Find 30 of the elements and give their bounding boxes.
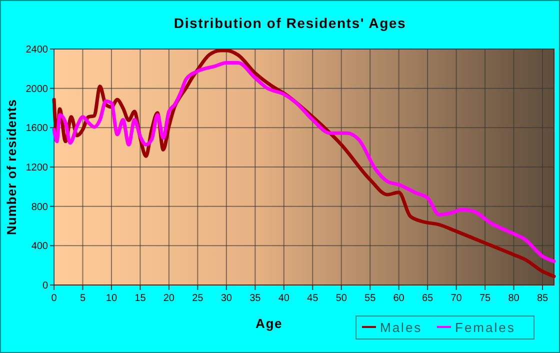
x-axis-title: Age (256, 316, 282, 331)
x-tick-label: 60 (393, 293, 405, 304)
x-tick-label: 80 (508, 293, 520, 304)
y-tick-label: 2400 (26, 44, 48, 56)
x-tick-label: 0 (51, 293, 58, 304)
x-tick-label: 10 (106, 293, 118, 304)
y-axis-title: Number of residents (4, 99, 19, 235)
x-tick-label: 45 (307, 293, 319, 304)
y-tick-label: 2000 (26, 84, 48, 95)
x-tick-label: 50 (336, 293, 348, 304)
x-tick-label: 70 (450, 293, 462, 304)
y-tick-label: 800 (31, 202, 48, 213)
x-tick-label: 55 (364, 293, 376, 304)
x-tick-label: 30 (220, 293, 232, 304)
x-tick-label: 25 (192, 293, 204, 304)
legend-label: Males (380, 320, 422, 335)
x-tick-label: 65 (422, 293, 434, 304)
y-tick-label: 400 (31, 241, 48, 252)
y-tick-label: 0 (42, 280, 48, 292)
y-tick-label: 1600 (26, 123, 48, 134)
x-tick-label: 20 (163, 293, 175, 304)
chart-title: Distribution of Residents' Ages (174, 15, 406, 31)
y-tick-label: 1200 (26, 162, 48, 174)
x-tick-label: 5 (80, 293, 86, 304)
x-tick-label: 75 (479, 293, 492, 304)
x-tick-label: 35 (250, 293, 262, 304)
x-tick-label: 85 (536, 293, 549, 304)
x-tick-label: 40 (278, 293, 290, 304)
legend-label: Females (455, 320, 516, 335)
x-tick-label: 15 (134, 293, 146, 304)
